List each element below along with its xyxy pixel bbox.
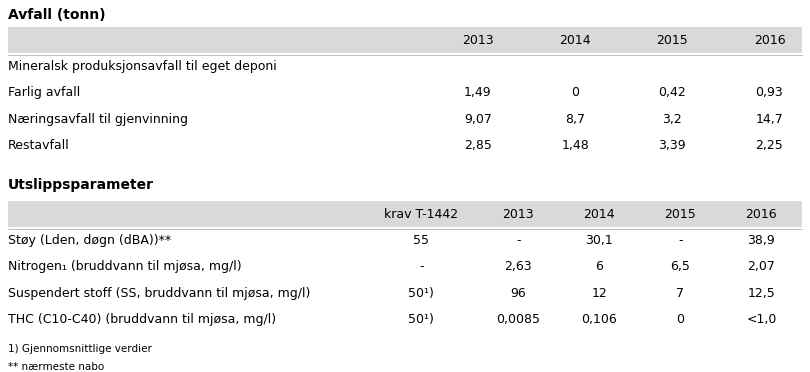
Text: 9,07: 9,07 <box>464 113 492 126</box>
Text: 3,2: 3,2 <box>663 113 682 126</box>
FancyBboxPatch shape <box>8 201 802 227</box>
Text: 1) Gjennomsnittlige verdier: 1) Gjennomsnittlige verdier <box>8 344 152 354</box>
Text: Nitrogen₁ (bruddvann til mjøsa, mg/l): Nitrogen₁ (bruddvann til mjøsa, mg/l) <box>8 260 241 273</box>
Text: 3,39: 3,39 <box>659 139 686 152</box>
Text: 6: 6 <box>595 260 603 273</box>
Text: 12,5: 12,5 <box>748 287 775 300</box>
Text: 7: 7 <box>676 287 684 300</box>
Text: ** nærmeste nabo: ** nærmeste nabo <box>8 362 104 372</box>
Text: <1,0: <1,0 <box>746 313 777 326</box>
Text: 50¹): 50¹) <box>408 287 434 300</box>
Text: Restavfall: Restavfall <box>8 139 70 152</box>
Text: krav T-1442: krav T-1442 <box>384 208 458 221</box>
Text: 2015: 2015 <box>656 33 688 46</box>
Text: 2,85: 2,85 <box>464 139 492 152</box>
Text: Mineralsk produksjonsavfall til eget deponi: Mineralsk produksjonsavfall til eget dep… <box>8 60 277 73</box>
Text: 38,9: 38,9 <box>748 234 775 247</box>
Text: -: - <box>419 260 424 273</box>
Text: 2016: 2016 <box>745 208 778 221</box>
Text: Suspendert stoff (SS, bruddvann til mjøsa, mg/l): Suspendert stoff (SS, bruddvann til mjøs… <box>8 287 310 300</box>
Text: -: - <box>516 234 521 247</box>
Text: 30,1: 30,1 <box>586 234 613 247</box>
Text: 0,106: 0,106 <box>582 313 617 326</box>
Text: Næringsavfall til gjenvinning: Næringsavfall til gjenvinning <box>8 113 188 126</box>
Text: Utslippsparameter: Utslippsparameter <box>8 178 154 192</box>
Text: Farlig avfall: Farlig avfall <box>8 86 80 99</box>
Text: 96: 96 <box>510 287 526 300</box>
Text: 8,7: 8,7 <box>565 113 585 126</box>
Text: 2,07: 2,07 <box>748 260 775 273</box>
FancyBboxPatch shape <box>8 27 802 53</box>
Text: 2013: 2013 <box>462 33 494 46</box>
Text: 14,7: 14,7 <box>756 113 783 126</box>
Text: 2014: 2014 <box>583 208 616 221</box>
Text: 0: 0 <box>676 313 684 326</box>
Text: 0,42: 0,42 <box>659 86 686 99</box>
Text: 50¹): 50¹) <box>408 313 434 326</box>
Text: -: - <box>678 234 683 247</box>
Text: 2,25: 2,25 <box>756 139 783 152</box>
Text: 0,93: 0,93 <box>756 86 783 99</box>
Text: 12: 12 <box>591 287 608 300</box>
Text: 0: 0 <box>571 86 579 99</box>
Text: 2015: 2015 <box>664 208 697 221</box>
Text: 1,49: 1,49 <box>464 86 492 99</box>
Text: Støy (Lden, døgn (dBA))**: Støy (Lden, døgn (dBA))** <box>8 234 171 247</box>
Text: THC (C10-C40) (bruddvann til mjøsa, mg/l): THC (C10-C40) (bruddvann til mjøsa, mg/l… <box>8 313 276 326</box>
Text: 0,0085: 0,0085 <box>497 313 540 326</box>
Text: Avfall (tonn): Avfall (tonn) <box>8 8 106 22</box>
Text: 55: 55 <box>413 234 429 247</box>
Text: 2014: 2014 <box>559 33 591 46</box>
Text: 2013: 2013 <box>502 208 535 221</box>
Text: 2016: 2016 <box>753 33 786 46</box>
Text: 2,63: 2,63 <box>505 260 532 273</box>
Text: 1,48: 1,48 <box>561 139 589 152</box>
Text: 6,5: 6,5 <box>671 260 690 273</box>
